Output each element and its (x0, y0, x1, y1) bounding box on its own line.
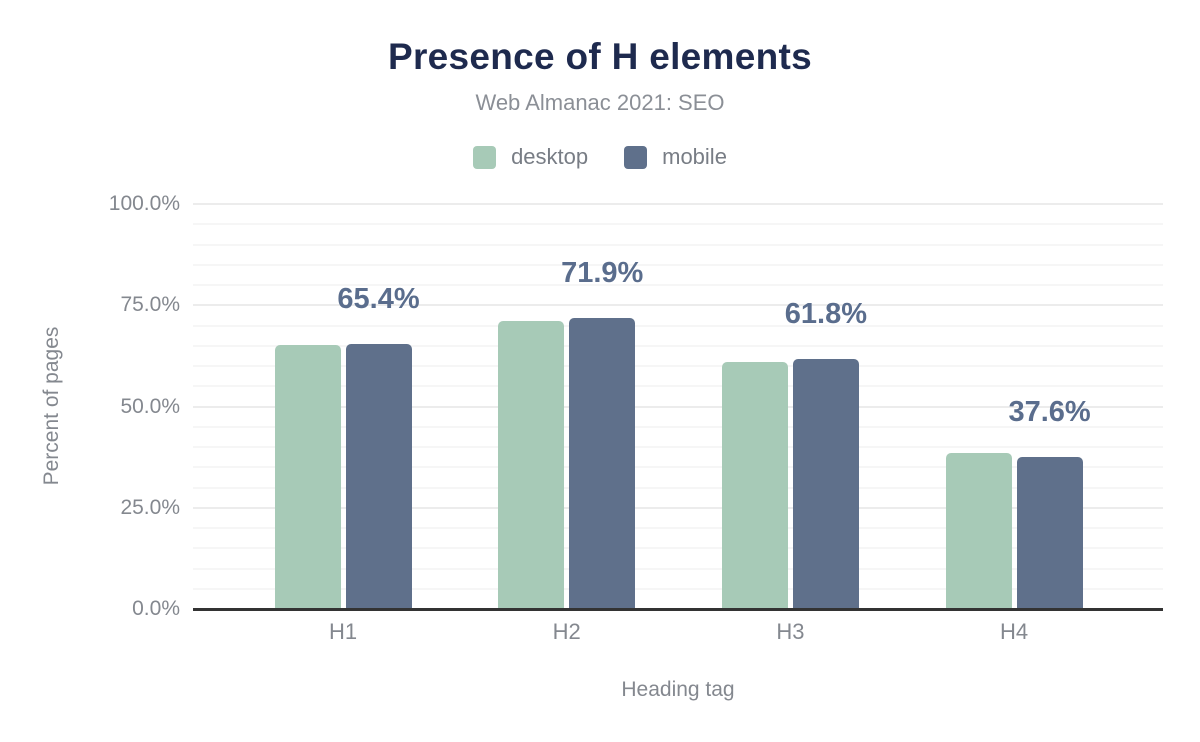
plot-area: 65.4% 71.9% 61.8% 37.6% (193, 203, 1163, 611)
minor-gridline (193, 547, 1163, 550)
legend-label-mobile: mobile (662, 144, 727, 169)
legend: desktop mobile (0, 144, 1200, 170)
chart-subtitle: Web Almanac 2021: SEO (475, 90, 725, 115)
minor-gridline (193, 263, 1163, 266)
minor-gridline (193, 344, 1163, 347)
y-tick-0: 0.0% (132, 597, 180, 620)
y-tick-25: 25.0% (120, 495, 180, 519)
x-tick-h1: H1 (328, 619, 358, 644)
desktop-series-swatch (473, 145, 497, 169)
legend-item-desktop: desktop (473, 144, 588, 170)
y-tick-50: 50.0% (120, 394, 180, 418)
value-label-h3: 61.8% (784, 297, 868, 330)
major-gridline (193, 304, 1163, 307)
minor-gridline (193, 223, 1163, 226)
legend-item-mobile: mobile (624, 144, 727, 170)
mobile-bar-h2[interactable] (569, 317, 636, 609)
desktop-bar-h3[interactable] (721, 362, 788, 609)
minor-gridline (193, 284, 1163, 286)
minor-gridline (193, 486, 1163, 489)
x-tick-h3: H3 (776, 619, 805, 644)
major-gridline (193, 405, 1163, 408)
desktop-bar-h1[interactable] (274, 344, 341, 609)
value-label-h4: 37.6% (1008, 395, 1091, 428)
minor-gridline (193, 385, 1163, 388)
mobile-bar-h1[interactable] (345, 344, 412, 609)
value-label-h1: 65.4% (337, 283, 420, 316)
minor-gridline (193, 527, 1163, 529)
minor-gridline (193, 425, 1163, 428)
minor-gridline (193, 567, 1163, 570)
minor-gridline (193, 446, 1163, 448)
y-tick-75: 75.0% (120, 293, 180, 317)
x-tick-h2: H2 (552, 619, 581, 644)
minor-gridline (193, 324, 1163, 327)
desktop-bar-h4[interactable] (945, 452, 1012, 609)
value-label-h2: 71.9% (561, 256, 644, 289)
mobile-bar-h3[interactable] (792, 358, 859, 609)
minor-gridline (193, 243, 1163, 246)
mobile-bar-h4[interactable] (1016, 456, 1083, 609)
major-gridline (193, 506, 1163, 509)
y-tick-100: 100.0% (108, 192, 180, 215)
desktop-bar-h2[interactable] (498, 320, 565, 609)
major-gridline (193, 203, 1163, 205)
x-axis-line (193, 608, 1163, 611)
y-axis-title: Percent of pages (40, 326, 63, 486)
minor-gridline (193, 587, 1163, 590)
mobile-series-swatch (624, 145, 648, 169)
legend-label-desktop: desktop (511, 144, 589, 169)
chart-title: Presence of H elements (387, 36, 813, 77)
x-tick-h4: H4 (1000, 619, 1029, 644)
minor-gridline (193, 466, 1163, 469)
minor-gridline (193, 365, 1163, 367)
x-axis-title: Heading tag (621, 678, 735, 701)
